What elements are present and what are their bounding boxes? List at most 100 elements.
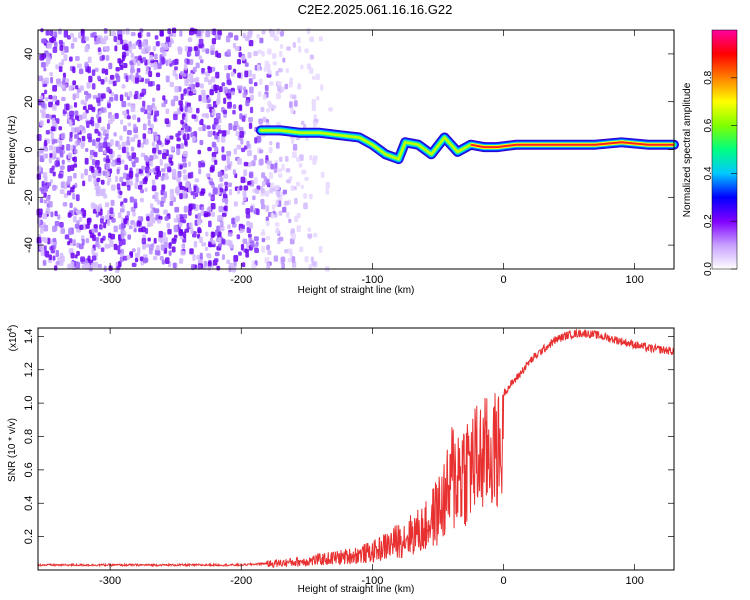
spectrogram-cell xyxy=(87,56,92,63)
spectrogram-cell xyxy=(160,176,165,182)
spectrogram-cell xyxy=(60,228,66,234)
spectrogram-cell xyxy=(219,177,224,182)
spectrogram-cell xyxy=(209,181,215,186)
spectrogram-cell xyxy=(36,173,42,180)
spectrogram-cell xyxy=(247,233,252,238)
spectrogram-cell xyxy=(149,203,154,209)
spectrogram-cell xyxy=(226,49,231,56)
spectrogram-cell xyxy=(297,37,301,44)
spectrogram-cell xyxy=(72,80,77,86)
spectrogram-cell xyxy=(204,246,209,252)
spectrogram-cell xyxy=(126,136,130,141)
spectrogram-cell xyxy=(220,220,224,227)
spectrogram-cell xyxy=(303,193,308,199)
colorbar-tick-label: 0.4 xyxy=(703,166,714,180)
spectrogram-cell xyxy=(58,39,64,45)
spectrogram-cell xyxy=(119,135,123,141)
spectrogram-cell xyxy=(44,89,48,95)
spectrogram-cell xyxy=(93,224,98,229)
spectrogram-cell xyxy=(231,217,236,225)
spectrogram-cell xyxy=(103,46,109,51)
spectrogram-cell xyxy=(260,231,266,236)
spectrogram-cell xyxy=(268,172,273,180)
spectrogram-cell xyxy=(103,149,107,155)
spectrogram-cell xyxy=(169,81,174,88)
spectrogram-cell xyxy=(60,84,66,89)
spectrogram-cell xyxy=(274,36,280,42)
spectrogram-cell xyxy=(243,161,249,167)
spectrogram-cell xyxy=(174,224,178,231)
spectrogram-cell xyxy=(242,194,247,201)
spectrogram-cell xyxy=(229,244,235,249)
spectrogram-cell xyxy=(262,116,267,123)
spectrogram-cell xyxy=(176,143,181,150)
spectrogram-cell xyxy=(232,125,237,131)
spectrogram-cell xyxy=(304,256,309,263)
spectrogram-cell xyxy=(274,162,278,170)
spectrogram-cell xyxy=(199,236,203,243)
spectrogram-cell xyxy=(187,161,192,167)
spectrogram-cell xyxy=(175,73,179,80)
spectrogram-cell xyxy=(103,28,108,34)
spectrogram-cell xyxy=(265,205,270,212)
spectrogram-cell xyxy=(226,92,232,99)
spectrogram-cell xyxy=(108,62,113,70)
spectrogram-cell xyxy=(294,197,298,205)
spectrogram-cell xyxy=(211,240,216,245)
spectrogram-cell xyxy=(84,36,90,41)
spectrogram-cell xyxy=(238,51,242,58)
spectrogram-cell xyxy=(153,114,157,122)
spectrogram-cell xyxy=(222,193,228,199)
spectrogram-cell xyxy=(278,210,283,216)
spectrogram-cell xyxy=(94,185,99,191)
spectrogram-cell xyxy=(275,70,279,77)
spectrogram-cell xyxy=(123,255,128,261)
spectrogram-cell xyxy=(121,159,125,165)
spectrogram-cell xyxy=(316,96,320,101)
spectrogram-cell xyxy=(219,225,225,232)
spectrogram-cell xyxy=(81,264,86,270)
spectrogram-cell xyxy=(183,63,188,71)
spectrogram-cell xyxy=(311,261,317,267)
spectrogram-cell xyxy=(241,201,246,206)
spectrogram-cell xyxy=(96,97,101,104)
spectrogram-cell xyxy=(293,100,298,107)
x-tick-label: 100 xyxy=(625,274,643,286)
spectrogram-cell xyxy=(168,242,172,249)
spectrogram-cell xyxy=(203,260,208,267)
spectrogram-cell xyxy=(261,245,266,253)
spectrogram-cell xyxy=(265,220,270,227)
spectrogram-cell xyxy=(206,125,211,130)
spectrogram-cell xyxy=(96,123,100,128)
spectrogram-cell xyxy=(41,38,46,44)
spectrogram-cell xyxy=(179,30,183,37)
spectrogram-cell xyxy=(165,75,170,83)
spectrogram-cell xyxy=(75,261,81,269)
spectrogram-cell xyxy=(196,218,202,226)
spectrogram-cell xyxy=(220,182,224,188)
spectrogram-cell xyxy=(154,135,159,143)
spectrogram-cell xyxy=(198,55,203,60)
spectrogram-cell xyxy=(46,182,52,187)
spectrogram-ridge-peak xyxy=(470,141,674,149)
spectrogram-cell xyxy=(73,163,78,168)
spectrogram-cell xyxy=(93,178,97,185)
snr-series-line xyxy=(37,328,675,568)
spectrogram-cell xyxy=(142,40,146,46)
spectrogram-cell xyxy=(220,238,226,245)
spectrogram-cell xyxy=(148,70,153,78)
spectrogram-cell xyxy=(92,95,98,100)
spectrogram-cell xyxy=(63,30,69,38)
spectrogram-cell xyxy=(85,147,89,153)
spectrogram-cell xyxy=(110,114,115,122)
spectrogram-cell xyxy=(131,248,136,253)
spectrogram-cell xyxy=(306,27,311,35)
spectrogram-cell xyxy=(116,168,120,175)
spectrogram-cell xyxy=(189,77,194,84)
spectrogram-cell xyxy=(36,236,42,244)
spectrogram-cell xyxy=(120,248,125,254)
spectrogram-cell xyxy=(182,150,188,158)
spectrogram-cell xyxy=(216,265,221,271)
spectrogram-cell xyxy=(262,94,267,100)
spectrogram-cell xyxy=(198,38,204,45)
